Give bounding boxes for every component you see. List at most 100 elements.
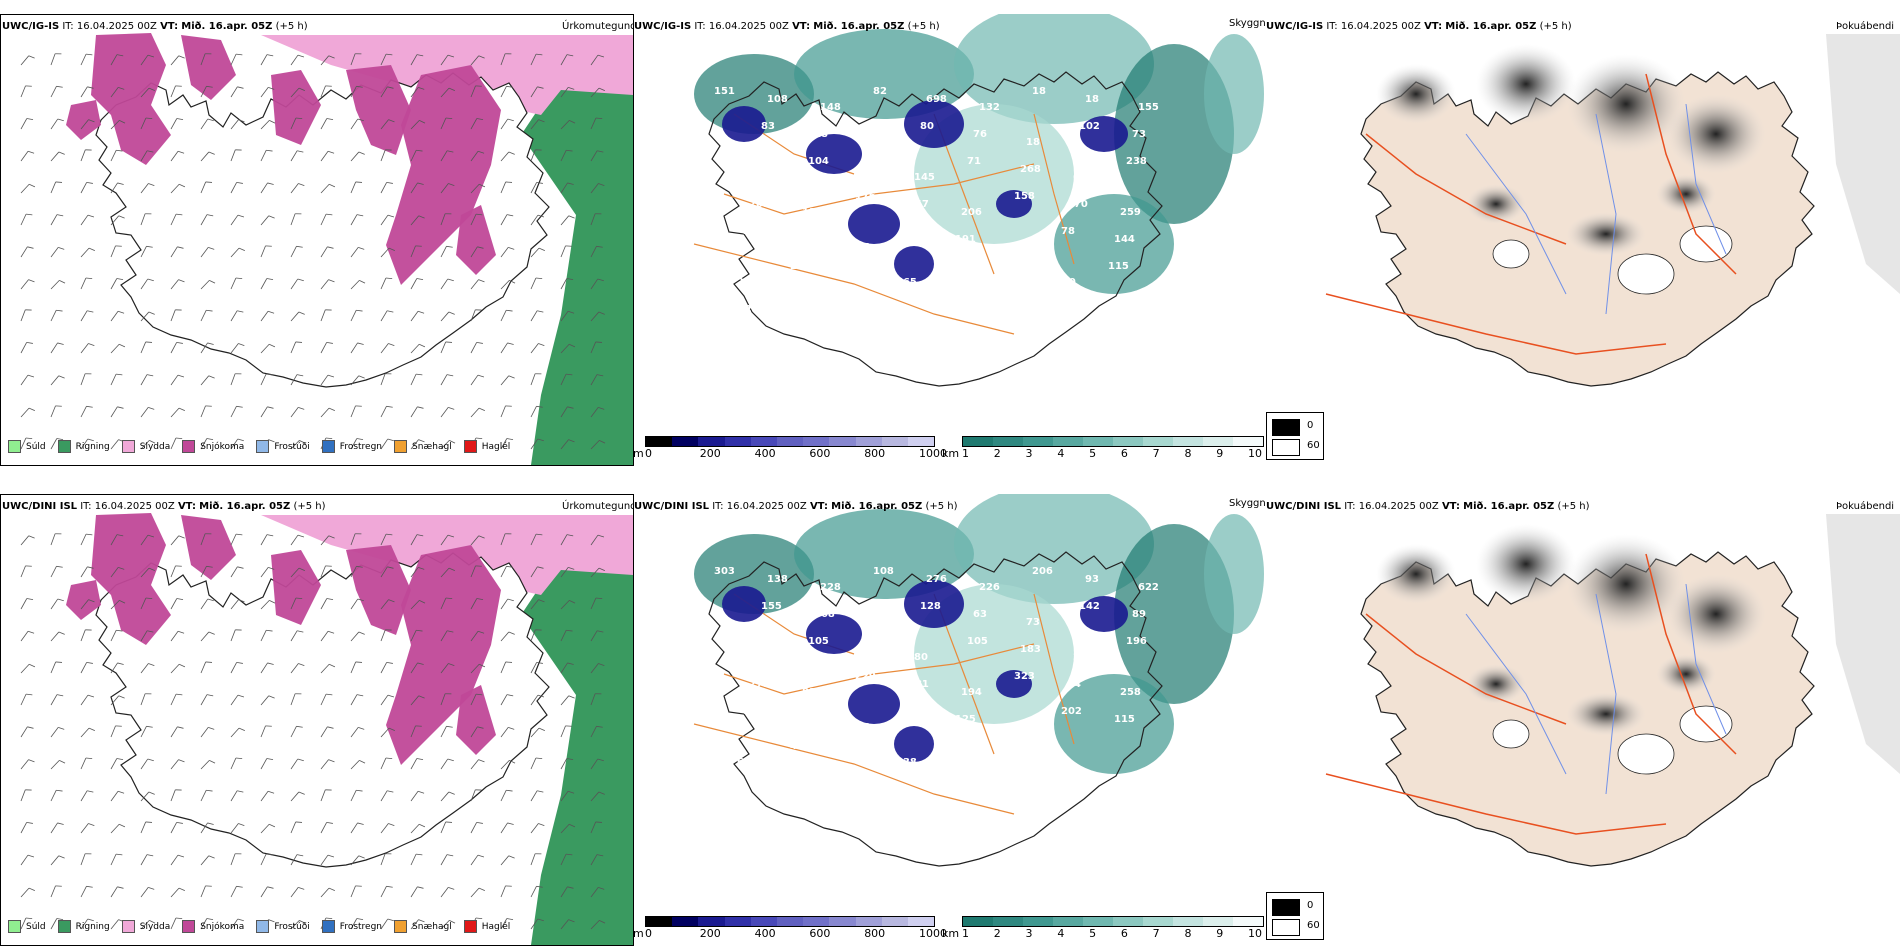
wind-barb xyxy=(470,213,483,226)
legend-item: Frostúði xyxy=(256,440,310,453)
wind-barb xyxy=(590,440,606,450)
ceiling-value-label: 118 xyxy=(1008,242,1029,253)
low-ceiling-area xyxy=(996,190,1032,218)
glacier-area xyxy=(1617,253,1675,295)
wind-barb xyxy=(350,181,363,194)
wind-barb xyxy=(560,853,573,866)
wind-barb xyxy=(200,727,215,738)
wind-barb xyxy=(260,373,273,386)
wind-barb xyxy=(380,277,393,290)
wind-barb xyxy=(380,119,395,130)
snow-area xyxy=(181,35,236,100)
colorbar-segment xyxy=(1233,437,1263,446)
legend-swatch xyxy=(182,920,196,933)
ceiling-value-label: 108 xyxy=(767,94,788,105)
wind-barb xyxy=(530,405,543,418)
low-visibility-area xyxy=(954,494,1154,604)
wind-barb xyxy=(590,150,604,162)
wind-barb xyxy=(230,566,244,578)
wind-barb xyxy=(170,246,184,258)
colorbar-tick: 1000 xyxy=(919,447,947,460)
wind-barb xyxy=(20,726,34,738)
wind-barb xyxy=(410,120,426,130)
wind-barb xyxy=(350,694,364,706)
wind-barb xyxy=(530,533,543,546)
wind-barb xyxy=(500,438,514,450)
wind-barb xyxy=(290,311,305,322)
wind-barb xyxy=(20,789,32,802)
wind-barb xyxy=(80,182,93,194)
ceiling-value-label: 665 xyxy=(896,277,917,288)
wind-barb xyxy=(80,405,93,418)
precip-map-top[interactable] xyxy=(0,14,634,466)
legend-swatch xyxy=(394,440,408,453)
wind-barb xyxy=(260,725,272,738)
wind-barb xyxy=(410,439,425,450)
river-line xyxy=(1595,593,1617,795)
wind-barb xyxy=(590,245,603,258)
ceiling-value-label: 259 xyxy=(1120,207,1141,218)
ceiling-value-label: 80 xyxy=(920,121,934,132)
colorbar-tick: 4 xyxy=(1057,447,1065,460)
fog-legend-top: 0 60 xyxy=(1266,412,1324,460)
rain-area xyxy=(521,550,633,945)
ceiling-value-label: 206 xyxy=(849,722,870,733)
wind-barb xyxy=(440,183,455,194)
precip-map-bottom[interactable] xyxy=(0,494,634,946)
ceiling-value-label: 142 xyxy=(1079,601,1100,612)
wind-barb xyxy=(50,438,64,450)
wind-barb xyxy=(170,342,183,354)
wind-barb xyxy=(500,565,513,578)
wind-barb xyxy=(410,215,425,226)
wind-barb xyxy=(230,823,245,834)
wind-barb xyxy=(590,117,603,130)
wind-barb xyxy=(320,887,335,898)
wind-barb xyxy=(380,823,395,834)
wind-barb xyxy=(350,918,364,930)
colorbar-tick: 1000 xyxy=(919,927,947,940)
wind-barb xyxy=(500,53,512,66)
wind-barb xyxy=(290,54,305,66)
ceiling-value-label: 155 xyxy=(796,234,817,245)
wind-barb xyxy=(530,853,542,866)
visibility-panel-top: 151 108 148 82 698 132 18 18 155 83 18 20 80 76 18 102 7… xyxy=(634,14,1266,466)
wind-barb xyxy=(470,55,485,66)
ceiling-value-label: 155 xyxy=(761,601,782,612)
road-line xyxy=(1645,553,1737,755)
snow-area xyxy=(66,100,101,140)
wind-barb xyxy=(50,247,65,258)
road-line xyxy=(1325,293,1667,355)
wind-barb xyxy=(110,54,124,66)
colorbar-tick: 8 xyxy=(1184,927,1192,940)
wind-barb xyxy=(20,118,34,130)
ceiling-value-label: 47 xyxy=(843,749,857,760)
wind-barb xyxy=(140,278,154,290)
wind-barb xyxy=(20,630,35,642)
lead-time: (+5 h) xyxy=(293,501,326,512)
wind-barb xyxy=(110,406,124,418)
precip-map-svg xyxy=(20,33,633,465)
wind-barb xyxy=(320,663,336,674)
river-line xyxy=(1465,613,1567,775)
wind-barb xyxy=(560,310,575,322)
wind-barb xyxy=(80,694,95,706)
colorbar-segment xyxy=(646,917,673,926)
fog-legend-label: 0 xyxy=(1307,900,1314,911)
wind-barb xyxy=(380,53,393,66)
ceiling-value-label: 80 xyxy=(914,652,928,663)
wind-barb xyxy=(200,533,212,546)
legend-item: Súld xyxy=(8,920,46,933)
fog-legend-swatch xyxy=(1272,919,1300,936)
wind-barb xyxy=(560,245,572,258)
vt-label: VT: xyxy=(792,21,811,32)
legend-swatch xyxy=(321,440,335,453)
wind-barb xyxy=(350,789,363,802)
wind-barb xyxy=(530,566,544,578)
wind-barb xyxy=(230,885,243,898)
road-line xyxy=(1033,113,1075,265)
wind-barb xyxy=(80,119,95,130)
wind-barb xyxy=(500,789,513,802)
ceiling-value-label: 132 xyxy=(979,102,1000,113)
wind-barb xyxy=(170,374,185,386)
ceiling-value-label: 192 xyxy=(743,706,764,717)
